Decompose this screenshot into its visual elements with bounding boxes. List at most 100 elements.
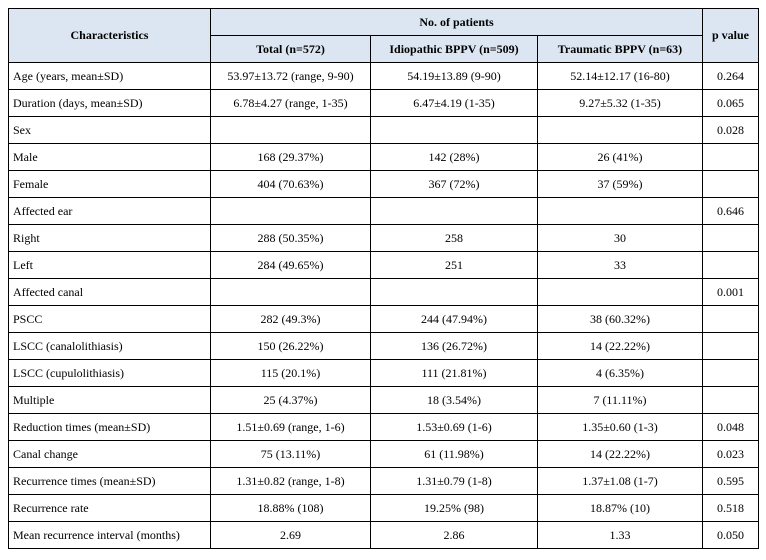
table-cell: 18 (3.54%)	[370, 386, 538, 414]
table-cell	[210, 116, 371, 144]
table-cell: 33	[537, 251, 703, 279]
table-cell: 244 (47.94%)	[370, 305, 538, 333]
table-cell: 150 (26.22%)	[210, 332, 371, 360]
table-cell: 282 (49.3%)	[210, 305, 371, 333]
table-cell	[702, 170, 759, 198]
table-cell: 7 (11.11%)	[537, 386, 703, 414]
table-cell: 9.27±5.32 (1-35)	[537, 89, 703, 117]
table-row: Male 168 (29.37%) 142 (28%) 26 (41%)	[8, 143, 759, 171]
table-cell: LSCC (cupulolithiasis)	[8, 359, 211, 387]
table-cell	[537, 197, 703, 225]
table-cell	[702, 251, 759, 279]
table-cell: 0.646	[702, 197, 759, 225]
table-cell	[210, 278, 371, 306]
table-cell: 0.023	[702, 440, 759, 468]
table-cell: 284 (49.65%)	[210, 251, 371, 279]
table-cell: 19.25% (98)	[370, 494, 538, 522]
table-cell: 136 (26.72%)	[370, 332, 538, 360]
table-row: Left 284 (49.65%) 251 33	[8, 251, 759, 279]
header-row: Characteristics No. of patients p value	[8, 8, 759, 63]
header-cell: No. of patients	[210, 8, 703, 36]
table-cell: 2.69	[210, 521, 371, 549]
table-row: Canal change 75 (13.11%) 61 (11.98%) 14 (22…	[8, 440, 759, 468]
table-cell: 0.264	[702, 62, 759, 90]
table-header: Characteristics No. of patients p value …	[8, 8, 759, 63]
table-cell: 38 (60.32%)	[537, 305, 703, 333]
table-row: Age (years, mean±SD) 53.97±13.72 (range, …	[8, 62, 759, 90]
table-cell	[370, 278, 538, 306]
table-cell: 52.14±12.17 (16-80)	[537, 62, 703, 90]
table-cell	[702, 143, 759, 171]
table-row: Recurrence rate 18.88% (108) 19.25% (98) 18…	[8, 494, 759, 522]
table-cell: 0.001	[702, 278, 759, 306]
table-cell: Affected ear	[8, 197, 211, 225]
table-cell: 14 (22.22%)	[537, 332, 703, 360]
table-cell: 367 (72%)	[370, 170, 538, 198]
table-cell: Recurrence times (mean±SD)	[8, 467, 211, 495]
table-cell	[537, 278, 703, 306]
table-row: Sex 0.028	[8, 116, 759, 144]
table-cell: 61 (11.98%)	[370, 440, 538, 468]
table-cell: Age (years, mean±SD)	[8, 62, 211, 90]
table-cell	[702, 224, 759, 252]
header-cell: Characteristics	[8, 8, 211, 63]
table-cell: Multiple	[8, 386, 211, 414]
table-cell: 26 (41%)	[537, 143, 703, 171]
table-cell: Left	[8, 251, 211, 279]
table-row: LSCC (cupulolithiasis) 115 (20.1%) 111 (21…	[8, 359, 759, 387]
table-cell: 75 (13.11%)	[210, 440, 371, 468]
table-cell	[370, 197, 538, 225]
table-cell: Mean recurrence interval (months)	[8, 521, 211, 549]
table-cell	[210, 197, 371, 225]
table-cell: 251	[370, 251, 538, 279]
table-cell: 54.19±13.89 (9-90)	[370, 62, 538, 90]
table-cell: 1.31±0.79 (1-8)	[370, 467, 538, 495]
table-cell	[537, 116, 703, 144]
table-cell: 404 (70.63%)	[210, 170, 371, 198]
table-cell: 1.35±0.60 (1-3)	[537, 413, 703, 441]
header-row: Total (n=572) Idiopathic BPPV (n=509) Tr…	[9, 35, 759, 63]
table-cell: 1.33	[537, 521, 703, 549]
table-cell	[702, 332, 759, 360]
table-cell: Reduction times (mean±SD)	[8, 413, 211, 441]
table-cell: PSCC	[8, 305, 211, 333]
table-row: Female 404 (70.63%) 367 (72%) 37 (59%)	[8, 170, 759, 198]
table-cell: 1.51±0.69 (range, 1-6)	[210, 413, 371, 441]
header-cell: Total (n=572)	[210, 35, 371, 63]
table-cell: 0.065	[702, 89, 759, 117]
table-cell: Affected canal	[8, 278, 211, 306]
table-cell: 0.518	[702, 494, 759, 522]
header-cell: p value	[702, 8, 759, 63]
table-cell: 258	[370, 224, 538, 252]
table-row: Affected ear 0.646	[8, 197, 759, 225]
table-cell	[702, 305, 759, 333]
table-cell: 18.87% (10)	[537, 494, 703, 522]
table-row: Recurrence times (mean±SD) 1.31±0.82 (ran…	[8, 467, 759, 495]
table-cell: Female	[8, 170, 211, 198]
table-cell: LSCC (canalolithiasis)	[8, 332, 211, 360]
table-cell: Right	[8, 224, 211, 252]
header-cell: Traumatic BPPV (n=63)	[537, 35, 703, 63]
table-cell	[702, 386, 759, 414]
table-cell: 0.028	[702, 116, 759, 144]
table-row: LSCC (canalolithiasis) 150 (26.22%) 136 (2…	[8, 332, 759, 360]
table-cell: 4 (6.35%)	[537, 359, 703, 387]
table-row: Duration (days, mean±SD) 6.78±4.27 (range…	[8, 89, 759, 117]
table-cell: 6.47±4.19 (1-35)	[370, 89, 538, 117]
table-cell: Sex	[8, 116, 211, 144]
table-cell: Duration (days, mean±SD)	[8, 89, 211, 117]
table-cell	[702, 359, 759, 387]
header-cell: Idiopathic BPPV (n=509)	[370, 35, 538, 63]
table-cell: 168 (29.37%)	[210, 143, 371, 171]
table-cell: 2.86	[370, 521, 538, 549]
table-cell: Male	[8, 143, 211, 171]
table-row: PSCC 282 (49.3%) 244 (47.94%) 38 (60.32%)	[8, 305, 759, 333]
table-cell: 0.050	[702, 521, 759, 549]
table-cell: Canal change	[8, 440, 211, 468]
table-cell: 1.53±0.69 (1-6)	[370, 413, 538, 441]
table-cell	[370, 116, 538, 144]
table-cell: 0.048	[702, 413, 759, 441]
table-cell: 37 (59%)	[537, 170, 703, 198]
table-cell: 18.88% (108)	[210, 494, 371, 522]
